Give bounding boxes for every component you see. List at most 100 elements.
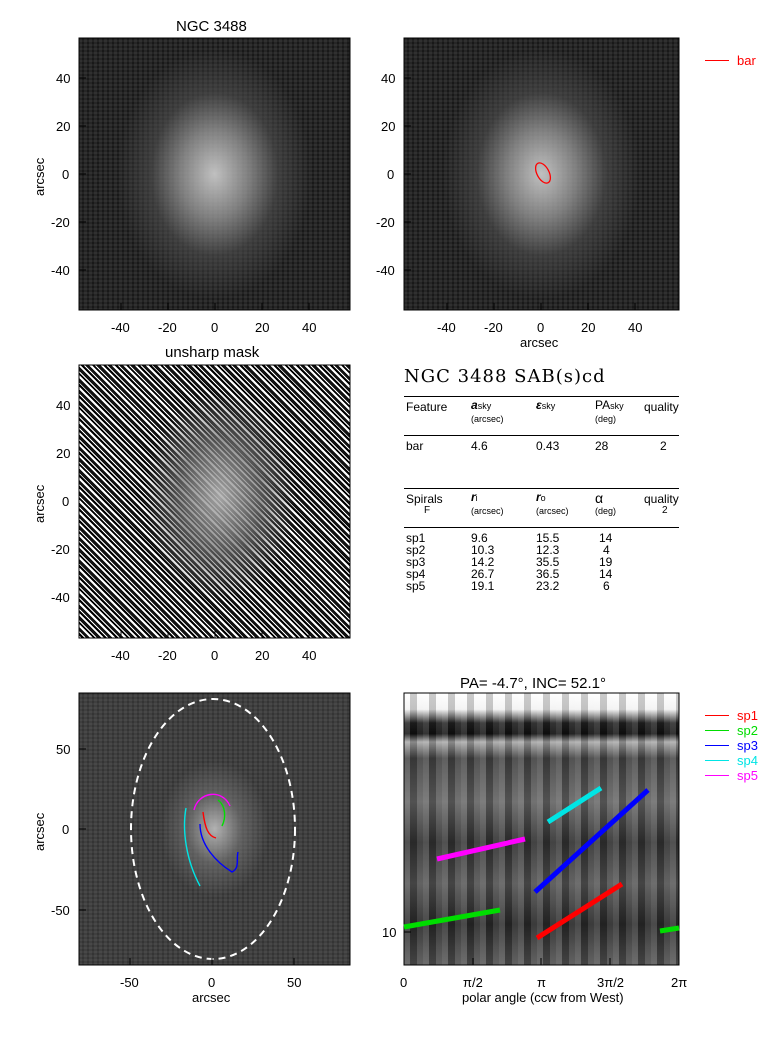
spiral-trace-sp1 [202,811,217,839]
bar-row-eps: 0.43 [536,439,560,453]
hdr-a-unit: (arcsec) [471,414,504,424]
y-tick: 40 [381,71,396,86]
x-tick: -40 [111,648,130,663]
unsharp-mask-panel [79,365,350,638]
x-tick: 0 [211,320,219,335]
spiral-overlay-panel [79,693,350,965]
hdr-quality: quality [644,400,679,414]
disk-ellipse [130,698,296,960]
y-tick: -50 [51,903,70,918]
hdr-pa-unit: (deg) [595,414,617,424]
panel-title-ngc: NGC 3488 [176,18,247,35]
polar-line-sp2 [403,907,501,930]
hdr-ri-symbol: r [471,490,476,504]
hdr-eps-sky: εsky [536,398,555,412]
hdr-eps-symbol: ε [536,398,542,412]
y-tick: 40 [56,398,71,413]
polar-line-sp4 [546,785,603,825]
legend-entry-sp5: sp5 [705,768,758,783]
x-tick: 40 [628,320,643,335]
spiral-trace-sp4 [183,807,201,887]
y-tick: -20 [51,542,70,557]
hdr-spirals: Spirals [406,492,443,506]
hdr-spirals-f: F [424,505,431,516]
spiral-alpha: 4 [603,543,610,557]
y-tick: -40 [51,263,70,278]
x-tick: 0 [208,975,216,990]
spiral-ri: 19.1 [471,579,495,593]
hdr-quality-sp2: 2 [662,505,668,516]
hdr-quality-sp: quality [644,492,679,506]
x-tick: 40 [302,648,317,663]
spiral-trace-sp5 [193,793,231,811]
x-tick: -20 [158,648,177,663]
x-axis-title: polar angle (ccw from West) [462,990,624,1005]
galaxy-bar-panel [404,38,679,310]
hdr-eps-sub: sky [541,401,556,411]
hdr-ri: ri [471,490,478,504]
spiral-trace-sp2 [217,799,226,827]
table-rule [404,488,679,489]
hdr-ro-symbol: r [536,490,541,504]
hdr-a-sub: sky [477,401,492,411]
y-tick: 20 [56,446,71,461]
y-tick: 20 [381,119,396,134]
galaxy-image-panel [79,38,350,310]
x-tick: π [537,975,546,990]
x-tick: π/2 [463,975,483,990]
hdr-pa-symbol: PA [595,398,611,412]
hdr-alpha-unit: (deg) [595,506,617,516]
x-tick: -40 [437,320,456,335]
y-tick: -20 [51,215,70,230]
spiral-alpha: 6 [603,579,610,593]
spiral-ro: 12.3 [536,543,560,557]
legend-entry-sp3: sp3 [705,738,758,753]
spiral-ro: 15.5 [536,531,560,545]
x-tick: 20 [255,320,270,335]
polar-line-sp5 [436,836,526,862]
x-axis-title: arcsec [192,990,231,1005]
legend-entry-sp1: sp1 [705,708,758,723]
spiral-name: sp5 [406,579,426,593]
spiral-name: sp3 [406,555,426,569]
y-tick: 0 [62,167,70,182]
x-tick: -40 [111,320,130,335]
x-tick: 40 [302,320,317,335]
x-tick: 0 [537,320,545,335]
spiral-legend: sp1 sp2 sp3 sp4 sp5 [705,708,758,783]
x-tick: 20 [255,648,270,663]
spiral-ri: 26.7 [471,567,495,581]
x-tick: 0 [211,648,219,663]
x-tick: 3π/2 [597,975,625,990]
y-tick: -40 [51,590,70,605]
spiral-alpha: 19 [599,555,613,569]
spiral-name: sp2 [406,543,426,557]
table-rule [404,527,679,528]
bar-row-pa: 28 [595,439,609,453]
table-rule [404,435,679,436]
spiral-name: sp1 [406,531,426,545]
hdr-feature: Feature [406,400,448,414]
hdr-ri-sub: i [475,493,478,503]
polar-line-sp2b [659,925,680,934]
hdr-a-symbol: a [471,398,478,412]
hdr-a-sky: asky [471,398,491,412]
y-tick: 50 [56,742,71,757]
spiral-name: sp4 [406,567,426,581]
x-tick: 50 [287,975,302,990]
legend-entry-sp2: sp2 [705,723,758,738]
hdr-ro-unit: (arcsec) [536,506,569,516]
y-tick: 0 [387,167,395,182]
x-tick: -50 [120,975,139,990]
polar-line-sp1 [535,881,624,941]
panel-title-unsharp: unsharp mask [165,344,260,361]
x-tick: 2π [671,975,688,990]
table-rule [404,396,679,397]
hdr-ro-sub: o [540,493,546,503]
y-tick: 0 [62,822,70,837]
bar-row-a: 4.6 [471,439,488,453]
spiral-ri: 9.6 [471,531,488,545]
